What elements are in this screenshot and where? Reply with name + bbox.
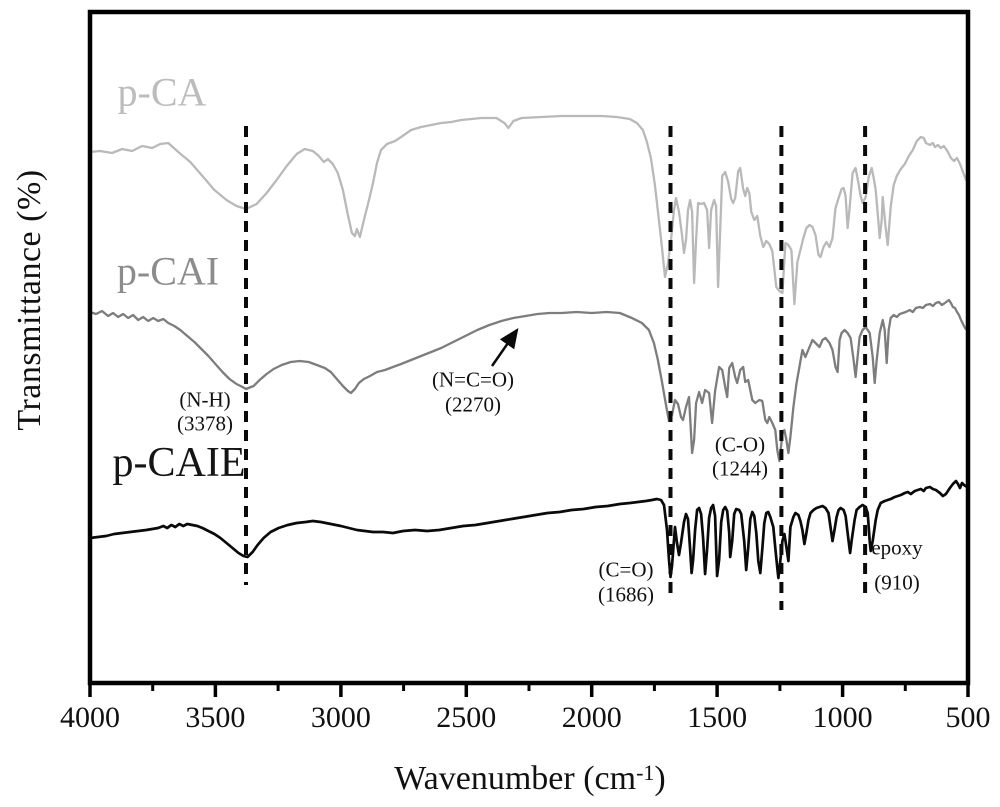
- annotation-c-dbl-o-line1: (C=O): [598, 557, 654, 582]
- series-label-p-CAIE: p-CAIE: [112, 440, 246, 486]
- x-tick-label-4000: 4000: [60, 701, 120, 734]
- spectrum-curve-p-CAIE: [88, 479, 970, 580]
- nco-annotation-arrow: [490, 327, 519, 367]
- x-axis-title-text: Wavenumber (cm: [394, 760, 637, 797]
- x-axis-title-close: ): [654, 760, 666, 797]
- spectrum-curve-p-CAI: [88, 298, 970, 463]
- x-axis-title-superscript: -1: [636, 760, 655, 785]
- annotation-n-c-o-line1: (N=C=O): [431, 367, 515, 392]
- x-tick-label-3000: 3000: [310, 701, 371, 734]
- x-axis-title: Wavenumber (cm-1): [394, 760, 665, 798]
- x-tick-label-500: 500: [945, 701, 991, 734]
- series-label-p-CAI: p-CAI: [116, 248, 220, 294]
- annotation-c-o-line1: (C-O): [714, 432, 766, 457]
- x-tick-label-3500: 3500: [185, 701, 246, 734]
- x-tick-label-2000: 2000: [561, 701, 622, 734]
- annotation-c-o-line2: (1244): [712, 456, 768, 481]
- series-label-p-CA: p-CA: [117, 69, 207, 115]
- x-tick-label-1000: 1000: [812, 701, 873, 734]
- annotation-n-h-line1: (N-H): [179, 387, 231, 412]
- x-tick-label-2500: 2500: [436, 701, 497, 734]
- annotation-n-c-o-line2: (2270): [445, 392, 501, 417]
- annotation-n-h-line2: (3378): [177, 411, 233, 436]
- annotation-epoxy-line1: epoxy: [871, 535, 923, 560]
- plot-frame: [87, 9, 971, 686]
- spectrum-curve-p-CA: [88, 114, 970, 306]
- annotation-c-dbl-o-line2: (1686): [598, 582, 654, 607]
- x-tick-label-1500: 1500: [687, 701, 748, 734]
- annotation-epoxy-line2: (910): [874, 570, 920, 595]
- y-axis-title: Transmittance (%): [11, 169, 48, 431]
